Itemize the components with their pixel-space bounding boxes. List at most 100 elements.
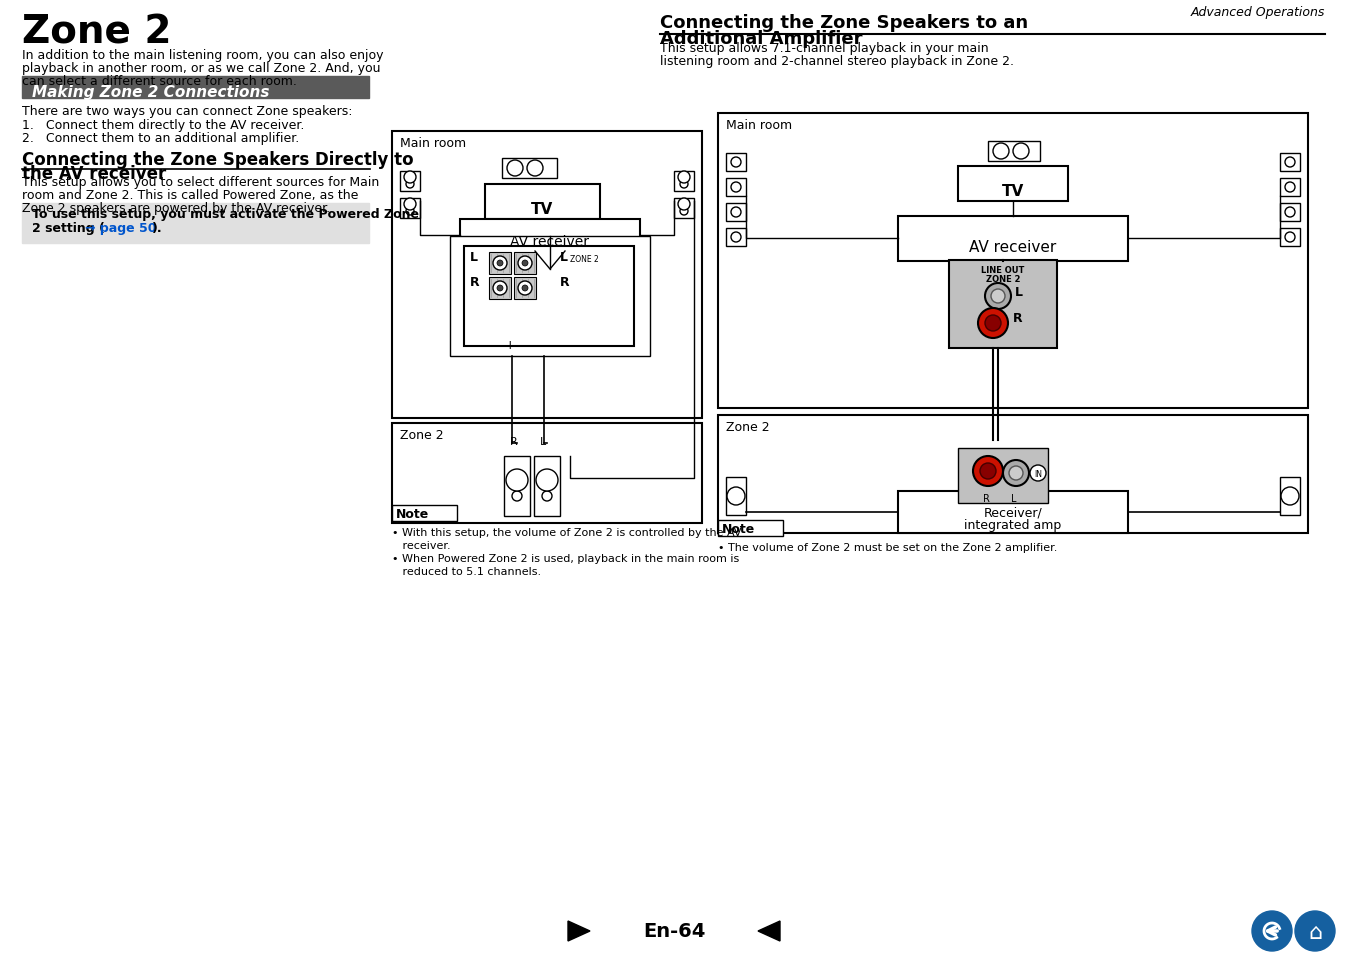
- Circle shape: [1012, 144, 1029, 160]
- Bar: [958, 167, 1068, 202]
- Circle shape: [512, 492, 522, 501]
- Circle shape: [1285, 208, 1295, 218]
- Text: AV receiver: AV receiver: [969, 240, 1057, 254]
- Text: room and Zone 2. This is called Powered Zone, as the: room and Zone 2. This is called Powered …: [22, 189, 359, 202]
- Circle shape: [678, 172, 690, 184]
- Text: +: +: [506, 338, 516, 352]
- Circle shape: [979, 309, 1008, 338]
- Circle shape: [406, 208, 414, 215]
- Text: ).: ).: [152, 222, 163, 234]
- Circle shape: [493, 256, 507, 271]
- Text: can select a different source for each room.: can select a different source for each r…: [22, 75, 297, 88]
- Circle shape: [678, 199, 690, 211]
- Circle shape: [522, 261, 528, 267]
- Circle shape: [404, 199, 417, 211]
- Text: 2.   Connect them to an additional amplifier.: 2. Connect them to an additional amplifi…: [22, 132, 299, 145]
- Circle shape: [731, 208, 741, 218]
- Bar: [958, 449, 1047, 503]
- Text: R: R: [559, 275, 570, 289]
- Bar: [898, 492, 1128, 534]
- Text: –: –: [535, 338, 542, 352]
- Circle shape: [493, 282, 507, 295]
- Text: IN: IN: [1034, 470, 1042, 478]
- Text: integrated amp: integrated amp: [964, 518, 1062, 532]
- Text: ⌂: ⌂: [1308, 923, 1322, 942]
- Circle shape: [406, 181, 414, 189]
- Text: LINE OUT: LINE OUT: [981, 266, 1024, 274]
- Circle shape: [1003, 460, 1029, 486]
- Circle shape: [1285, 233, 1295, 243]
- Circle shape: [679, 208, 687, 215]
- Bar: [489, 277, 511, 299]
- Text: listening room and 2-channel stereo playback in Zone 2.: listening room and 2-channel stereo play…: [661, 55, 1014, 68]
- Bar: [949, 261, 1057, 349]
- Text: Advanced Operations: Advanced Operations: [1190, 6, 1325, 19]
- Bar: [400, 172, 421, 192]
- Text: 2 setting (: 2 setting (: [32, 222, 105, 234]
- Circle shape: [973, 456, 1003, 486]
- Text: Receiver/: Receiver/: [984, 505, 1042, 518]
- Bar: [674, 199, 694, 219]
- Bar: [1281, 477, 1299, 516]
- Text: AV receiver: AV receiver: [511, 234, 589, 249]
- Text: L: L: [541, 436, 546, 447]
- Circle shape: [1010, 467, 1023, 480]
- Circle shape: [497, 286, 503, 292]
- Circle shape: [1281, 488, 1299, 505]
- Text: R: R: [1012, 313, 1023, 325]
- Text: Zone 2: Zone 2: [727, 420, 770, 434]
- Text: Zone 2: Zone 2: [22, 14, 171, 52]
- Circle shape: [537, 470, 558, 492]
- Text: • When Powered Zone 2 is used, playback in the main room is: • When Powered Zone 2 is used, playback …: [392, 554, 739, 563]
- Circle shape: [993, 144, 1010, 160]
- Circle shape: [1295, 911, 1335, 951]
- Bar: [485, 185, 600, 220]
- Circle shape: [404, 172, 417, 184]
- Bar: [514, 277, 537, 299]
- Circle shape: [1030, 465, 1046, 481]
- Text: Connecting the Zone Speakers Directly to: Connecting the Zone Speakers Directly to: [22, 151, 414, 169]
- Circle shape: [991, 290, 1006, 304]
- Bar: [727, 179, 745, 196]
- Text: reduced to 5.1 channels.: reduced to 5.1 channels.: [392, 566, 541, 577]
- Circle shape: [731, 158, 741, 168]
- Bar: [1281, 153, 1299, 172]
- Text: R: R: [470, 275, 480, 289]
- Text: receiver.: receiver.: [392, 540, 450, 551]
- Circle shape: [518, 256, 532, 271]
- Text: There are two ways you can connect Zone speakers:: There are two ways you can connect Zone …: [22, 105, 352, 118]
- Bar: [489, 253, 511, 274]
- Circle shape: [1285, 183, 1295, 193]
- Text: Main room: Main room: [727, 119, 793, 132]
- Bar: [727, 153, 745, 172]
- Bar: [1281, 229, 1299, 247]
- Bar: [988, 142, 1041, 162]
- Text: Zone 2 speakers are powered by the AV receiver.: Zone 2 speakers are powered by the AV re…: [22, 202, 330, 214]
- Text: playback in another room, or as we call Zone 2. And, you: playback in another room, or as we call …: [22, 62, 380, 75]
- Bar: [464, 247, 634, 347]
- Circle shape: [980, 463, 996, 479]
- Text: R: R: [510, 436, 518, 447]
- Bar: [898, 216, 1128, 262]
- Text: Zone 2: Zone 2: [400, 429, 443, 441]
- Text: ZONE 2: ZONE 2: [570, 254, 599, 264]
- Text: the AV receiver: the AV receiver: [22, 165, 166, 183]
- Circle shape: [506, 470, 528, 492]
- Text: • With this setup, the volume of Zone 2 is controlled by the AV: • With this setup, the volume of Zone 2 …: [392, 527, 741, 537]
- Text: 1.   Connect them directly to the AV receiver.: 1. Connect them directly to the AV recei…: [22, 119, 305, 132]
- Polygon shape: [568, 921, 590, 941]
- Circle shape: [1285, 158, 1295, 168]
- Text: R: R: [983, 494, 989, 503]
- Circle shape: [542, 492, 551, 501]
- Bar: [718, 520, 783, 537]
- Text: Main room: Main room: [400, 137, 466, 150]
- Bar: [22, 204, 369, 244]
- Circle shape: [731, 233, 741, 243]
- Text: In addition to the main listening room, you can also enjoy: In addition to the main listening room, …: [22, 49, 383, 62]
- Bar: [674, 172, 694, 192]
- Bar: [1281, 179, 1299, 196]
- Text: L: L: [1011, 494, 1016, 503]
- Text: This setup allows you to select different sources for Main: This setup allows you to select differen…: [22, 175, 379, 189]
- Text: Connecting the Zone Speakers to an: Connecting the Zone Speakers to an: [661, 14, 1029, 32]
- Bar: [727, 477, 745, 516]
